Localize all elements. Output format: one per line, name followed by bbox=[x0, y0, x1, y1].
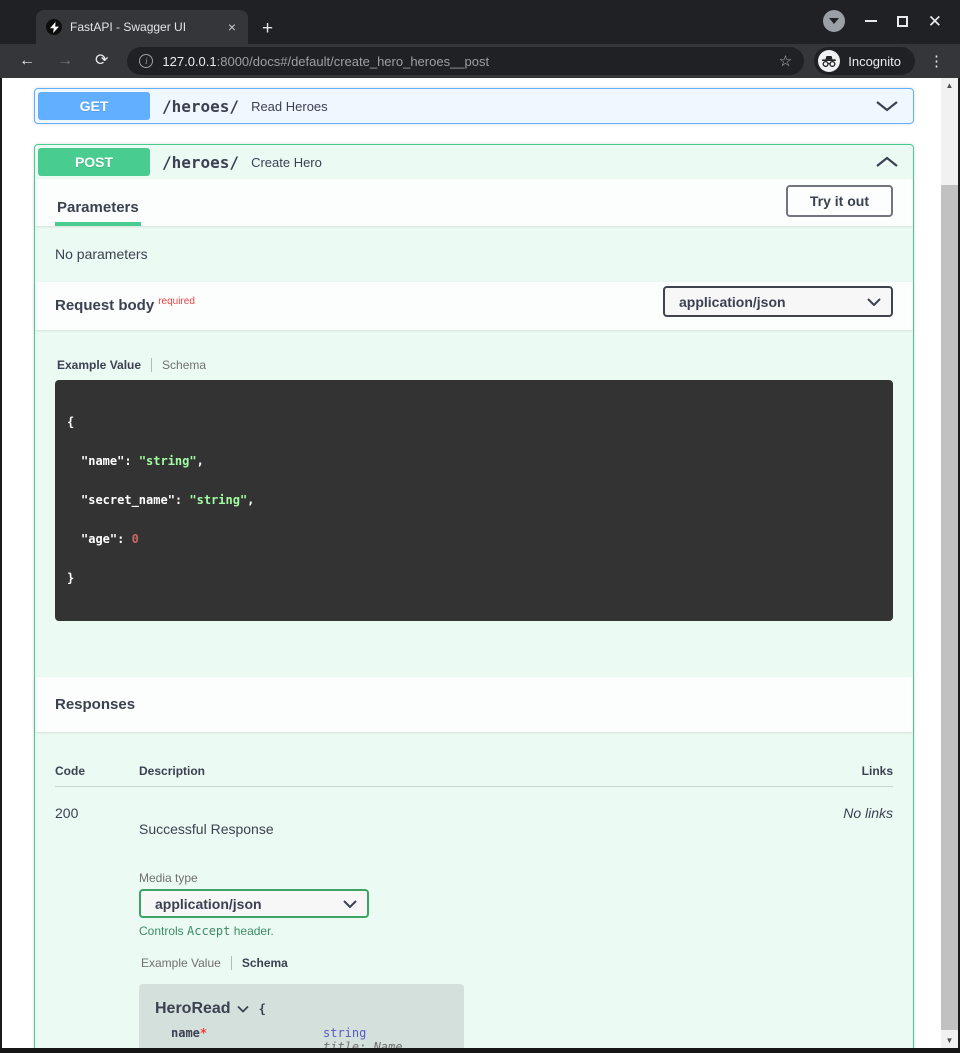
opblock-get-header[interactable]: GET /heroes/ Read Heroes bbox=[35, 89, 913, 123]
request-content-type-select[interactable]: application/json bbox=[663, 286, 893, 317]
request-example-code: { "name": "string", "secret_name": "stri… bbox=[55, 380, 893, 621]
opblock-post-heroes: POST /heroes/ Create Hero Parameters Try… bbox=[34, 144, 914, 1053]
response-description: Successful Response bbox=[139, 821, 274, 837]
tab-parameters: Parameters bbox=[55, 185, 141, 226]
forward-button[interactable]: → bbox=[57, 52, 73, 69]
incognito-badge: Incognito bbox=[814, 47, 915, 75]
post-endpoint-path: /heroes/ bbox=[162, 152, 240, 172]
scroll-up-arrow-icon[interactable]: ▲ bbox=[945, 81, 954, 90]
minimize-button[interactable] bbox=[864, 20, 877, 22]
response-content-type-select[interactable]: application/json bbox=[139, 889, 369, 918]
url-text[interactable]: 127.0.0.1:8000/docs#/default/create_hero… bbox=[162, 54, 769, 69]
response-links: No links bbox=[843, 805, 893, 821]
accept-header-note: Controls Accept header. bbox=[139, 924, 274, 938]
responses-section-header: Responses bbox=[35, 677, 913, 732]
column-description: Description bbox=[139, 764, 206, 778]
request-body-title: Request body bbox=[55, 297, 155, 314]
try-it-out-button[interactable]: Try it out bbox=[785, 185, 893, 217]
scrollbar-thumb[interactable] bbox=[941, 185, 958, 1030]
response-content-type-value: application/json bbox=[155, 895, 262, 912]
tab-schema[interactable]: Schema bbox=[230, 956, 298, 970]
incognito-label: Incognito bbox=[848, 53, 901, 69]
parameters-section-header: Parameters Try it out bbox=[35, 179, 913, 226]
tab-example-value[interactable]: Example Value bbox=[141, 956, 221, 970]
scroll-down-arrow-icon[interactable]: ▼ bbox=[945, 1036, 954, 1045]
model-title[interactable]: HeroRead bbox=[155, 1000, 231, 1017]
page-scrollbar[interactable]: ▲ ▼ bbox=[941, 78, 958, 1048]
fastapi-favicon-icon bbox=[46, 19, 62, 35]
maximize-button[interactable] bbox=[896, 15, 908, 27]
request-body-panel: Example Value Schema { "name": "string",… bbox=[35, 330, 913, 677]
tab-close-icon[interactable]: × bbox=[227, 19, 236, 35]
code-brace-open: { bbox=[67, 415, 75, 429]
incognito-icon bbox=[818, 50, 841, 72]
media-controls-button[interactable] bbox=[822, 10, 845, 32]
bookmark-star-icon[interactable]: ☆ bbox=[778, 53, 793, 70]
browser-titlebar: FastAPI - Swagger UI × + ✕ bbox=[0, 0, 960, 44]
response-row-200: 200 Successful Response Media type appli… bbox=[55, 787, 893, 1053]
site-info-icon[interactable]: i bbox=[139, 54, 154, 68]
chevron-up-icon[interactable] bbox=[875, 156, 899, 168]
close-window-button[interactable]: ✕ bbox=[927, 11, 942, 31]
browser-toolbar: ← → ⟳ i 127.0.0.1:8000/docs#/default/cre… bbox=[0, 44, 960, 78]
chevron-down-icon[interactable] bbox=[236, 1000, 249, 1018]
tab-example-value[interactable]: Example Value bbox=[57, 358, 142, 372]
responses-title: Responses bbox=[55, 696, 136, 713]
request-content-type-value: application/json bbox=[679, 293, 786, 310]
new-tab-button[interactable]: + bbox=[262, 18, 274, 39]
post-endpoint-summary: Create Hero bbox=[251, 154, 322, 170]
code-brace-close: } bbox=[67, 571, 75, 585]
code-line: "name": "string", bbox=[81, 454, 204, 468]
responses-table: Code Description Links 200 Successful Re… bbox=[35, 732, 913, 1053]
opblock-get-heroes: GET /heroes/ Read Heroes bbox=[34, 88, 914, 124]
post-method-badge: POST bbox=[38, 148, 150, 176]
no-parameters-text: No parameters bbox=[55, 246, 148, 262]
back-button[interactable]: ← bbox=[19, 52, 35, 69]
url-path: :8000/docs#/default/create_hero_heroes__… bbox=[216, 53, 490, 69]
tab-title: FastAPI - Swagger UI bbox=[70, 20, 187, 34]
chevron-down-icon[interactable] bbox=[875, 100, 899, 112]
swagger-page: GET /heroes/ Read Heroes POST /heroes/ C… bbox=[0, 78, 960, 1053]
reload-button[interactable]: ⟳ bbox=[95, 52, 109, 69]
get-endpoint-summary: Read Heroes bbox=[251, 98, 328, 114]
tab-schema[interactable]: Schema bbox=[151, 358, 216, 372]
window-controls: ✕ bbox=[822, 10, 960, 44]
media-type-block: Media type application/json Controls Acc… bbox=[139, 871, 773, 938]
chevron-down-icon bbox=[867, 297, 881, 306]
model-heroread: HeroRead { name* string bbox=[139, 984, 464, 1053]
code-line: "age": 0 bbox=[81, 532, 139, 546]
model-brace-open: { bbox=[258, 1002, 266, 1016]
request-example-tabs: Example Value Schema bbox=[55, 358, 893, 372]
request-body-section-header: Request body required application/json bbox=[35, 282, 913, 330]
url-host: 127.0.0.1 bbox=[162, 53, 217, 69]
column-links: Links bbox=[861, 764, 893, 778]
chevron-down-icon bbox=[343, 899, 357, 908]
window-bottom-edge bbox=[0, 1048, 960, 1053]
required-badge: required bbox=[158, 296, 195, 307]
opblock-post-header[interactable]: POST /heroes/ Create Hero bbox=[35, 145, 913, 179]
responses-table-header: Code Description Links bbox=[55, 764, 893, 787]
column-code: Code bbox=[55, 764, 85, 778]
browser-menu-icon[interactable]: ⋮ bbox=[929, 53, 944, 70]
response-example-tabs: Example Value Schema bbox=[139, 956, 773, 970]
get-method-badge: GET bbox=[38, 92, 150, 120]
code-line: "secret_name": "string", bbox=[81, 493, 255, 507]
response-code: 200 bbox=[55, 805, 79, 821]
get-endpoint-path: /heroes/ bbox=[162, 96, 240, 116]
address-bar[interactable]: i 127.0.0.1:8000/docs#/default/create_he… bbox=[127, 47, 805, 75]
browser-tab[interactable]: FastAPI - Swagger UI × bbox=[36, 10, 248, 44]
media-type-label: Media type bbox=[139, 871, 198, 885]
